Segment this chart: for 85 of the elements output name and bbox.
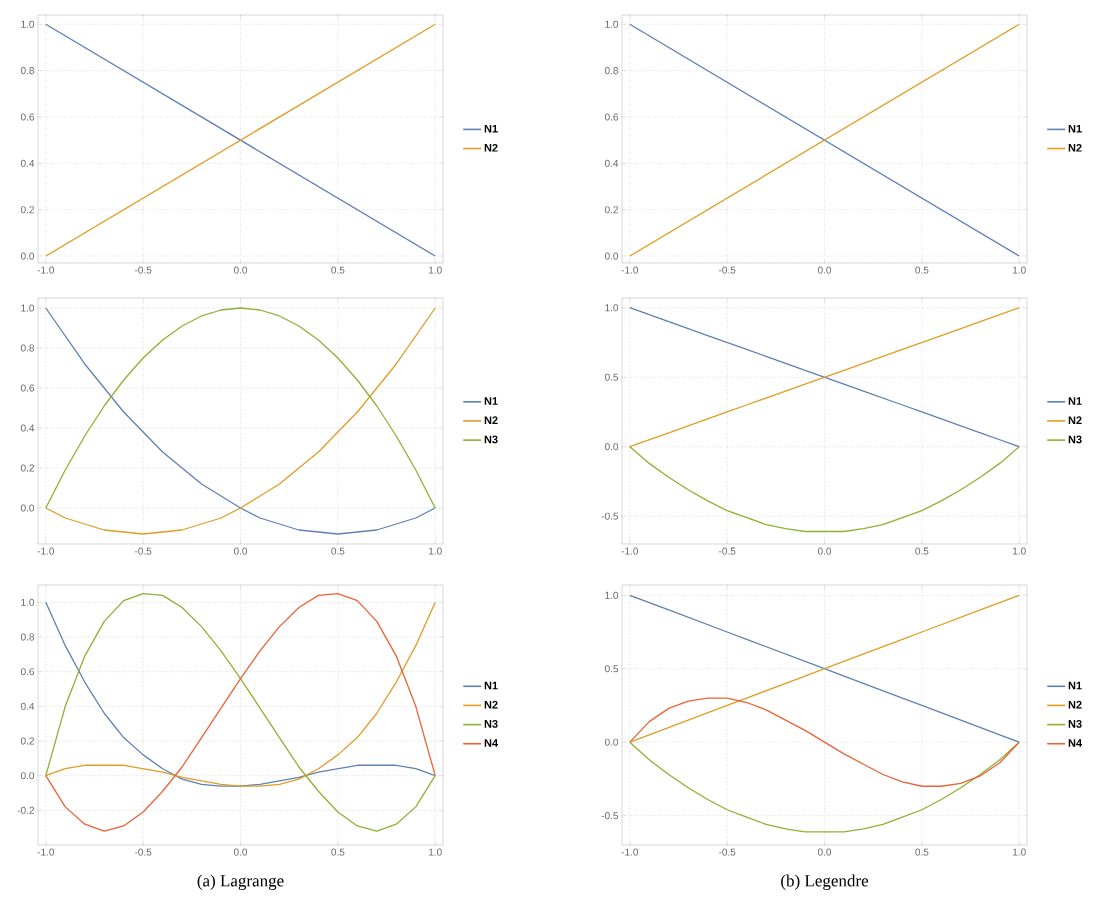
x-tick-label: -1.0	[37, 547, 55, 555]
y-tick-label: 0.0	[20, 504, 35, 512]
text: (a) Lagrange	[197, 874, 284, 890]
line-series	[45, 593, 436, 832]
legend-label: N3	[484, 435, 498, 444]
y-tick-label: 0.5	[604, 665, 619, 673]
y-tick-label: 0.6	[20, 384, 35, 392]
x-tick-label: 0.5	[331, 266, 345, 274]
y-tick-label: 0.2	[20, 206, 34, 214]
x-tick-label: 1.0	[429, 547, 442, 555]
legend-label: N4	[1068, 739, 1083, 747]
y-tick-label: 0.0	[20, 252, 35, 260]
x-tick-label: 1.0	[1013, 848, 1026, 856]
legend-label: N4	[484, 739, 498, 747]
y-tick-label: 0.4	[20, 424, 35, 432]
x-tick-label: -0.5	[718, 848, 736, 856]
legend-label: N1	[484, 397, 498, 405]
x-tick-label: 0.5	[331, 547, 345, 555]
y-tick-label: 0.6	[20, 113, 35, 121]
y-tick-label: -0.2	[17, 806, 34, 814]
x-tick-label: -0.5	[718, 547, 736, 555]
line-series	[629, 697, 1020, 787]
y-tick-label: 1.0	[605, 304, 619, 312]
x-tick-label: 0.5	[915, 266, 929, 274]
x-tick-label: -1.0	[37, 266, 55, 274]
legend-label: N1	[1068, 397, 1082, 405]
text: (b) Legendre	[781, 874, 869, 890]
legend-label: N3	[1068, 720, 1082, 728]
y-tick-label: 1.0	[21, 598, 35, 606]
x-tick-label: -1.0	[621, 266, 639, 274]
y-tick-label: 0.6	[604, 113, 619, 121]
legend-label: N3	[1068, 435, 1082, 444]
x-tick-label: 0.0	[817, 266, 832, 274]
legend-label: N1	[484, 124, 498, 133]
y-tick-label: 0.0	[604, 443, 619, 451]
x-tick-label: 1.0	[1013, 547, 1026, 555]
x-tick-label: 0.0	[233, 848, 248, 856]
x-tick-label: 1.0	[1013, 266, 1026, 274]
x-tick-label: 1.0	[429, 848, 442, 856]
x-tick-label: 0.0	[817, 547, 832, 555]
x-tick-label: 0.5	[915, 547, 929, 555]
x-tick-label: -0.5	[134, 848, 152, 856]
x-tick-label: 0.0	[233, 266, 248, 274]
x-tick-label: -0.5	[134, 547, 152, 555]
legend-label: N1	[1068, 124, 1082, 133]
y-tick-label: -0.5	[601, 512, 619, 520]
legend-label: N1	[484, 681, 498, 690]
legend-label: N1	[1068, 681, 1082, 690]
legend-label: N2	[1068, 416, 1082, 425]
x-tick-label: -0.5	[718, 266, 736, 274]
x-tick-label: 0.0	[817, 848, 832, 856]
legend-label: N2	[484, 143, 498, 152]
legend-label: N2	[1068, 143, 1082, 152]
x-tick-label: -0.5	[134, 266, 152, 274]
y-tick-label: 0.8	[604, 67, 619, 75]
y-tick-label: 1.0	[605, 20, 619, 28]
legend-label: N3	[484, 720, 498, 728]
x-tick-label: 0.5	[915, 848, 929, 856]
y-tick-label: 1.0	[21, 20, 35, 28]
y-tick-label: 0.2	[20, 737, 34, 745]
y-tick-label: 1.0	[21, 304, 35, 312]
legend-label: N2	[484, 700, 498, 709]
y-tick-label: 0.8	[20, 344, 35, 352]
y-tick-label: 0.0	[20, 772, 35, 780]
legend-label: N2	[484, 416, 498, 425]
y-tick-label: 0.0	[604, 738, 619, 746]
x-tick-label: -1.0	[621, 848, 639, 856]
x-tick-label: 1.0	[429, 266, 442, 274]
y-tick-label: 0.2	[20, 464, 34, 472]
y-tick-label: -0.5	[601, 812, 619, 820]
x-tick-label: -1.0	[621, 547, 639, 555]
x-tick-label: 0.0	[233, 547, 248, 555]
x-tick-label: 0.5	[331, 848, 345, 856]
legend-label: N2	[1068, 700, 1082, 709]
y-tick-label: 0.4	[20, 159, 35, 167]
y-tick-label: 0.8	[20, 67, 35, 75]
y-tick-label: 0.4	[604, 159, 619, 167]
y-tick-label: 0.4	[20, 702, 35, 710]
y-tick-label: 0.8	[20, 633, 35, 641]
y-tick-label: 0.6	[20, 668, 35, 676]
y-tick-label: 0.5	[604, 373, 619, 381]
x-tick-label: -1.0	[37, 848, 55, 856]
y-tick-label: 0.2	[604, 206, 618, 214]
y-tick-label: 1.0	[605, 591, 619, 599]
y-tick-label: 0.0	[604, 252, 619, 260]
